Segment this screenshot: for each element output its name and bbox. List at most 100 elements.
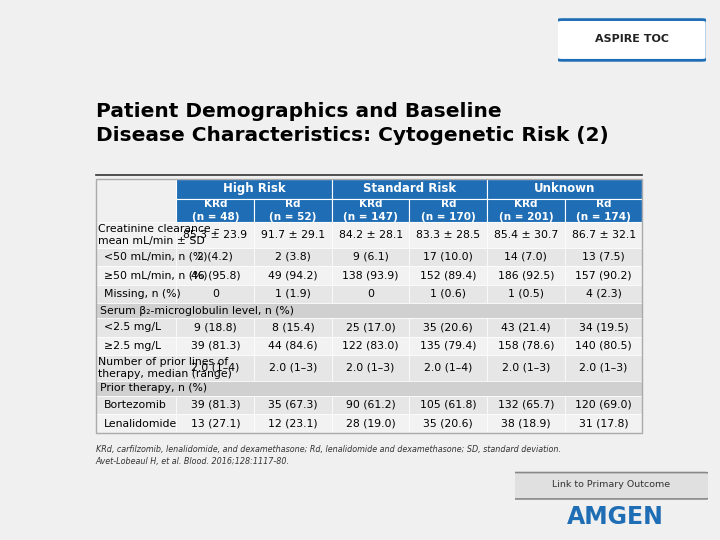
Bar [332, 179, 487, 199]
Bar [332, 247, 410, 266]
Bar [332, 222, 410, 247]
Text: Number of prior lines of
therapy, median (range): Number of prior lines of therapy, median… [99, 357, 233, 379]
Text: Avet-Lobeaul H, et al. Blood. 2016;128:1117-80.: Avet-Lobeaul H, et al. Blood. 2016;128:1… [96, 457, 289, 466]
Bar [96, 336, 176, 355]
Bar [410, 199, 487, 222]
Text: 12 (23.1): 12 (23.1) [268, 418, 318, 429]
Text: 13 (27.1): 13 (27.1) [191, 418, 240, 429]
Bar [176, 222, 254, 247]
Bar [254, 247, 332, 266]
Text: 83.3 ± 28.5: 83.3 ± 28.5 [416, 230, 480, 240]
Bar [176, 266, 254, 285]
Text: 9 (6.1): 9 (6.1) [353, 252, 389, 262]
Bar [254, 266, 332, 285]
Text: 2.0 (1–3): 2.0 (1–3) [502, 363, 550, 373]
Text: KRd
(n = 147): KRd (n = 147) [343, 199, 398, 221]
Text: 38 (18.9): 38 (18.9) [501, 418, 551, 429]
Text: 85.4 ± 30.7: 85.4 ± 30.7 [494, 230, 558, 240]
Bar [254, 199, 332, 222]
Text: 34 (19.5): 34 (19.5) [579, 322, 629, 332]
Bar [487, 355, 564, 381]
Text: 105 (61.8): 105 (61.8) [420, 400, 477, 410]
Bar [176, 355, 254, 381]
Bar [564, 199, 642, 222]
Bar [410, 396, 487, 414]
Bar [564, 247, 642, 266]
Text: KRd
(n = 201): KRd (n = 201) [499, 199, 553, 221]
Text: Link to Primary Outcome: Link to Primary Outcome [552, 481, 670, 489]
Text: Patient Demographics and Baseline
Disease Characteristics: Cytogenetic Risk (2): Patient Demographics and Baseline Diseas… [96, 102, 608, 145]
Bar [176, 396, 254, 414]
Text: 2.0 (1–3): 2.0 (1–3) [580, 363, 628, 373]
Bar [410, 222, 487, 247]
Bar [410, 266, 487, 285]
Text: 0: 0 [367, 289, 374, 299]
Bar [332, 318, 410, 336]
Bar [332, 266, 410, 285]
Bar [96, 355, 176, 381]
Bar [176, 318, 254, 336]
Text: 132 (65.7): 132 (65.7) [498, 400, 554, 410]
Text: Missing, n (%): Missing, n (%) [104, 289, 181, 299]
Text: 158 (78.6): 158 (78.6) [498, 341, 554, 351]
Bar [487, 179, 642, 199]
FancyBboxPatch shape [557, 19, 707, 60]
Bar [96, 247, 176, 266]
Bar [96, 222, 176, 247]
Text: 0: 0 [212, 289, 219, 299]
Text: Rd
(n = 52): Rd (n = 52) [269, 199, 317, 221]
Text: 14 (7.0): 14 (7.0) [505, 252, 547, 262]
Bar [487, 266, 564, 285]
Text: 46 (95.8): 46 (95.8) [191, 271, 240, 280]
Bar [487, 199, 564, 222]
Text: 122 (83.0): 122 (83.0) [342, 341, 399, 351]
Text: 2.0 (1–4): 2.0 (1–4) [424, 363, 472, 373]
Text: 91.7 ± 29.1: 91.7 ± 29.1 [261, 230, 325, 240]
Text: 44 (84.6): 44 (84.6) [268, 341, 318, 351]
Text: 9 (18.8): 9 (18.8) [194, 322, 237, 332]
Bar [487, 318, 564, 336]
Text: 43 (21.4): 43 (21.4) [501, 322, 551, 332]
Text: Rd
(n = 174): Rd (n = 174) [576, 199, 631, 221]
Bar [332, 199, 410, 222]
Bar [96, 266, 176, 285]
Bar [487, 222, 564, 247]
Bar [176, 179, 332, 199]
Text: ASPIRE TOC: ASPIRE TOC [595, 34, 669, 44]
Text: 28 (19.0): 28 (19.0) [346, 418, 395, 429]
Bar [564, 318, 642, 336]
Bar [96, 318, 176, 336]
Bar [254, 318, 332, 336]
Bar [332, 396, 410, 414]
Bar [487, 414, 564, 433]
Bar [410, 247, 487, 266]
Bar [564, 285, 642, 303]
Text: 2 (3.8): 2 (3.8) [275, 252, 311, 262]
Text: Bortezomib: Bortezomib [104, 400, 167, 410]
Text: Standard Risk: Standard Risk [363, 183, 456, 195]
Text: 152 (89.4): 152 (89.4) [420, 271, 477, 280]
Bar [254, 396, 332, 414]
Text: <2.5 mg/L: <2.5 mg/L [104, 322, 161, 332]
Text: 86.7 ± 32.1: 86.7 ± 32.1 [572, 230, 636, 240]
Bar [410, 318, 487, 336]
Bar [332, 414, 410, 433]
Text: 85.3 ± 23.9: 85.3 ± 23.9 [184, 230, 248, 240]
Text: Rd
(n = 170): Rd (n = 170) [421, 199, 476, 221]
Text: <50 mL/min, n (%): <50 mL/min, n (%) [104, 252, 207, 262]
Text: ≥2.5 mg/L: ≥2.5 mg/L [104, 341, 161, 351]
Bar [410, 355, 487, 381]
Text: High Risk: High Risk [222, 183, 285, 195]
Bar [410, 336, 487, 355]
Text: Serum β₂-microglobulin level, n (%): Serum β₂-microglobulin level, n (%) [100, 306, 294, 315]
Text: 13 (7.5): 13 (7.5) [582, 252, 625, 262]
Text: 140 (80.5): 140 (80.5) [575, 341, 632, 351]
Text: 90 (61.2): 90 (61.2) [346, 400, 395, 410]
Text: 35 (20.6): 35 (20.6) [423, 418, 473, 429]
Bar [96, 414, 176, 433]
Text: 2.0 (1–4): 2.0 (1–4) [191, 363, 240, 373]
Bar [564, 414, 642, 433]
Text: 49 (94.2): 49 (94.2) [268, 271, 318, 280]
Bar [96, 396, 176, 414]
Bar [564, 222, 642, 247]
